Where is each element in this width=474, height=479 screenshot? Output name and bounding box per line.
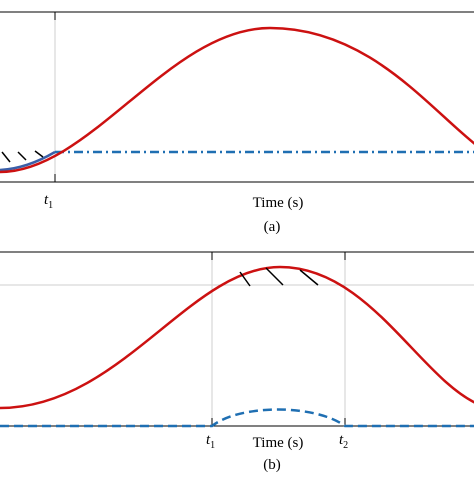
- panel-a: t1 Time (s) (a): [0, 11, 474, 235]
- hatch: [239, 267, 319, 287]
- red-curve: [0, 26, 474, 174]
- red-curve: [0, 265, 474, 410]
- caption: (a): [264, 219, 281, 235]
- hatch: [1, 150, 44, 163]
- x-axis-label: Time (s): [253, 195, 304, 211]
- marker-label: t1: [44, 192, 53, 211]
- blue-curve: [0, 408, 474, 428]
- marker-label: t1: [206, 432, 215, 451]
- panel-b: t1 t2 Time (s) (b): [0, 251, 474, 473]
- x-axis-label: Time (s): [253, 435, 304, 451]
- caption: (b): [263, 457, 281, 473]
- marker-label: t2: [339, 432, 348, 451]
- blue-curve: [0, 150, 56, 172]
